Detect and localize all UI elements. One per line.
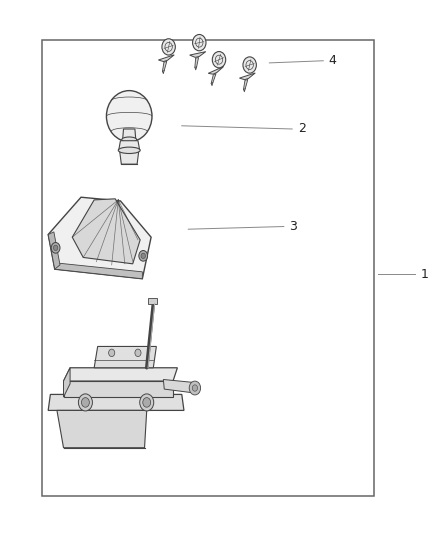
Text: 2: 2 [298,123,306,135]
Ellipse shape [122,137,137,142]
Bar [148,298,157,304]
Bar [42,40,374,496]
Text: 1: 1 [420,268,428,281]
Polygon shape [190,52,206,58]
Circle shape [143,398,151,407]
Polygon shape [123,129,136,140]
Polygon shape [159,55,174,62]
Circle shape [81,398,89,407]
Polygon shape [72,199,140,264]
Ellipse shape [118,147,140,154]
Polygon shape [163,379,197,393]
Text: 3: 3 [289,220,297,233]
Circle shape [53,245,58,251]
Circle shape [135,349,141,357]
Polygon shape [48,197,151,279]
Polygon shape [211,74,216,84]
Polygon shape [64,368,70,397]
Circle shape [243,57,256,73]
Polygon shape [162,61,167,71]
Circle shape [140,394,154,411]
Polygon shape [64,381,173,397]
Circle shape [78,394,92,411]
Circle shape [139,251,148,261]
Circle shape [193,35,206,51]
Circle shape [51,243,60,253]
Circle shape [212,52,226,68]
Circle shape [141,253,145,259]
Polygon shape [195,58,198,67]
Ellipse shape [106,91,152,142]
Polygon shape [119,141,140,150]
Polygon shape [57,410,147,448]
Polygon shape [208,67,224,74]
Polygon shape [48,394,184,410]
Circle shape [192,385,198,391]
Circle shape [162,39,175,55]
Polygon shape [120,150,139,164]
Polygon shape [94,346,156,368]
Polygon shape [48,232,60,269]
Circle shape [189,381,201,395]
Text: 4: 4 [328,54,336,67]
Circle shape [109,349,115,357]
Polygon shape [244,79,248,90]
Polygon shape [240,73,255,80]
Polygon shape [55,263,142,279]
Polygon shape [64,368,177,381]
